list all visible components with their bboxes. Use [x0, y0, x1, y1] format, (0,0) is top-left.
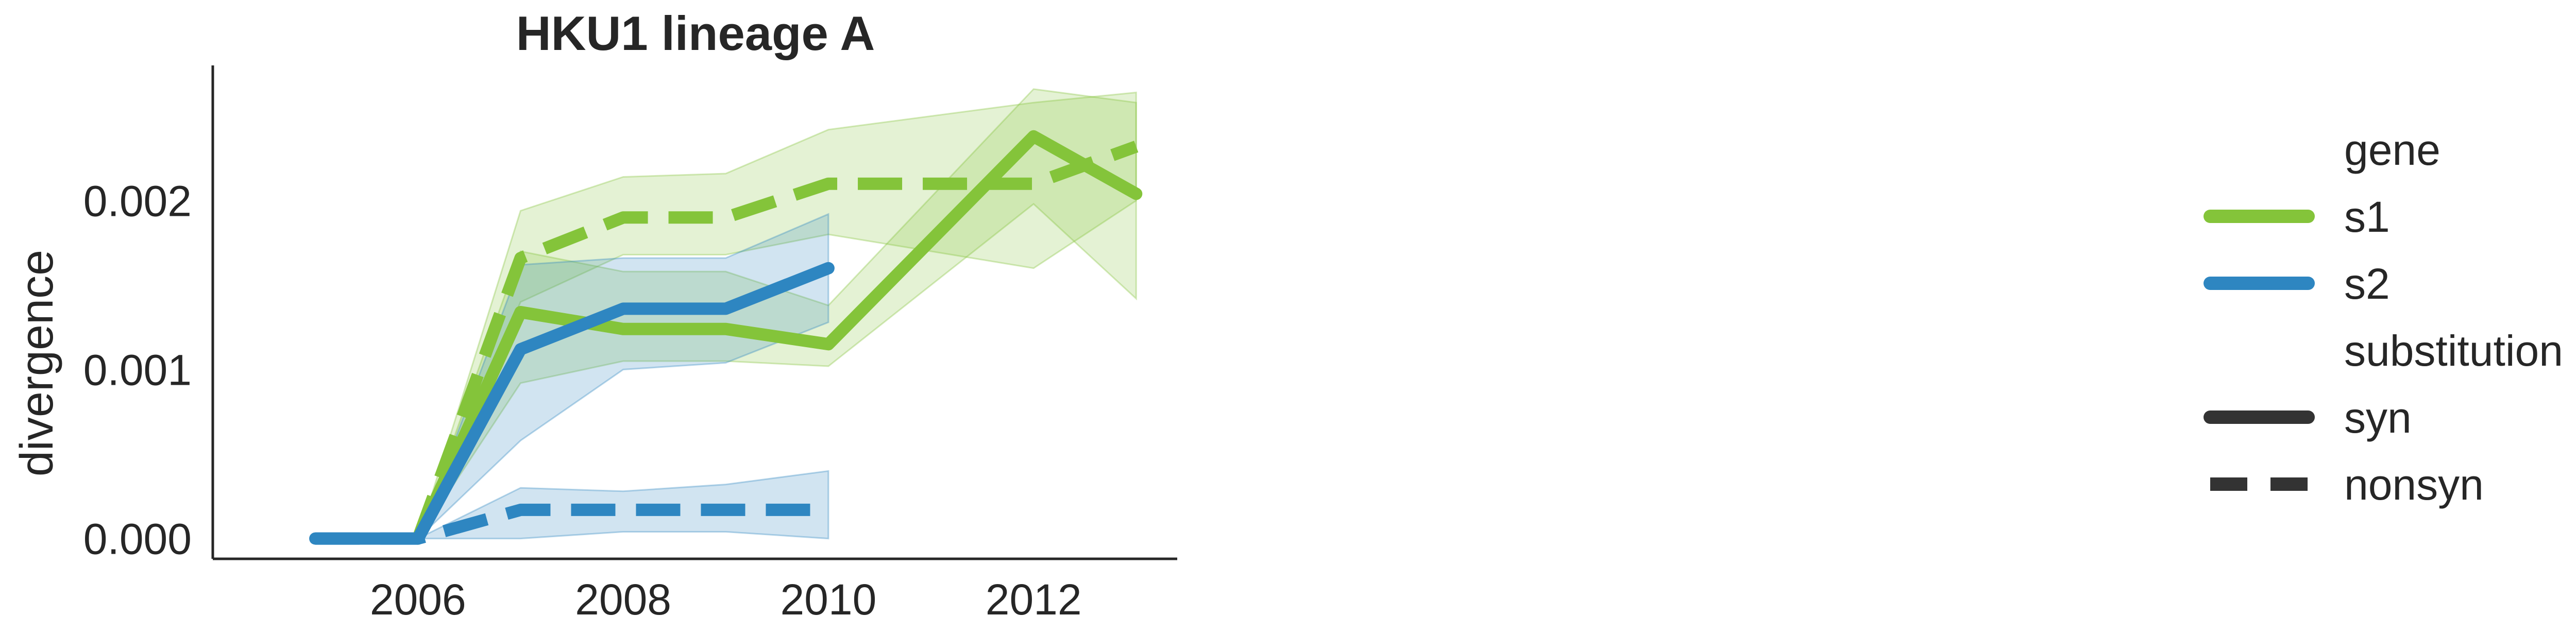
- y-tick-label: 0.002: [83, 177, 192, 225]
- series-s2-nonsyn-line: [315, 503, 828, 545]
- x-tick-label: 2012: [986, 575, 1082, 624]
- x-tick-label: 2008: [575, 575, 671, 624]
- series-lines: [309, 130, 1143, 545]
- y-tick-label: 0.000: [83, 515, 192, 563]
- legend-label-syn: syn: [2344, 394, 2412, 442]
- legend-label-nonsyn: nonsyn: [2344, 460, 2484, 509]
- legend-label-s1: s1: [2344, 193, 2390, 241]
- x-tick-labels: 2006 2008 2010 2012: [370, 575, 1082, 624]
- y-tick-label: 0.001: [83, 346, 192, 395]
- x-tick-label: 2010: [780, 575, 876, 624]
- series-s1-syn-line: [412, 130, 1143, 545]
- chart-title: HKU1 lineage A: [516, 6, 875, 60]
- y-tick-labels: 0.000 0.001 0.002: [83, 177, 192, 563]
- legend: gene s1 s2 substitution syn nonsyn: [2204, 126, 2563, 509]
- axes: [211, 65, 1177, 560]
- series-s1-syn-band: [417, 88, 1137, 539]
- series-s1-nonsyn-line: [412, 141, 1139, 541]
- x-tick-label: 2006: [370, 575, 466, 624]
- legend-title-gene: gene: [2344, 126, 2441, 174]
- legend-label-s2: s2: [2344, 260, 2390, 308]
- y-axis-label: divergence: [11, 250, 63, 476]
- legend-title-substitution: substitution: [2344, 327, 2563, 375]
